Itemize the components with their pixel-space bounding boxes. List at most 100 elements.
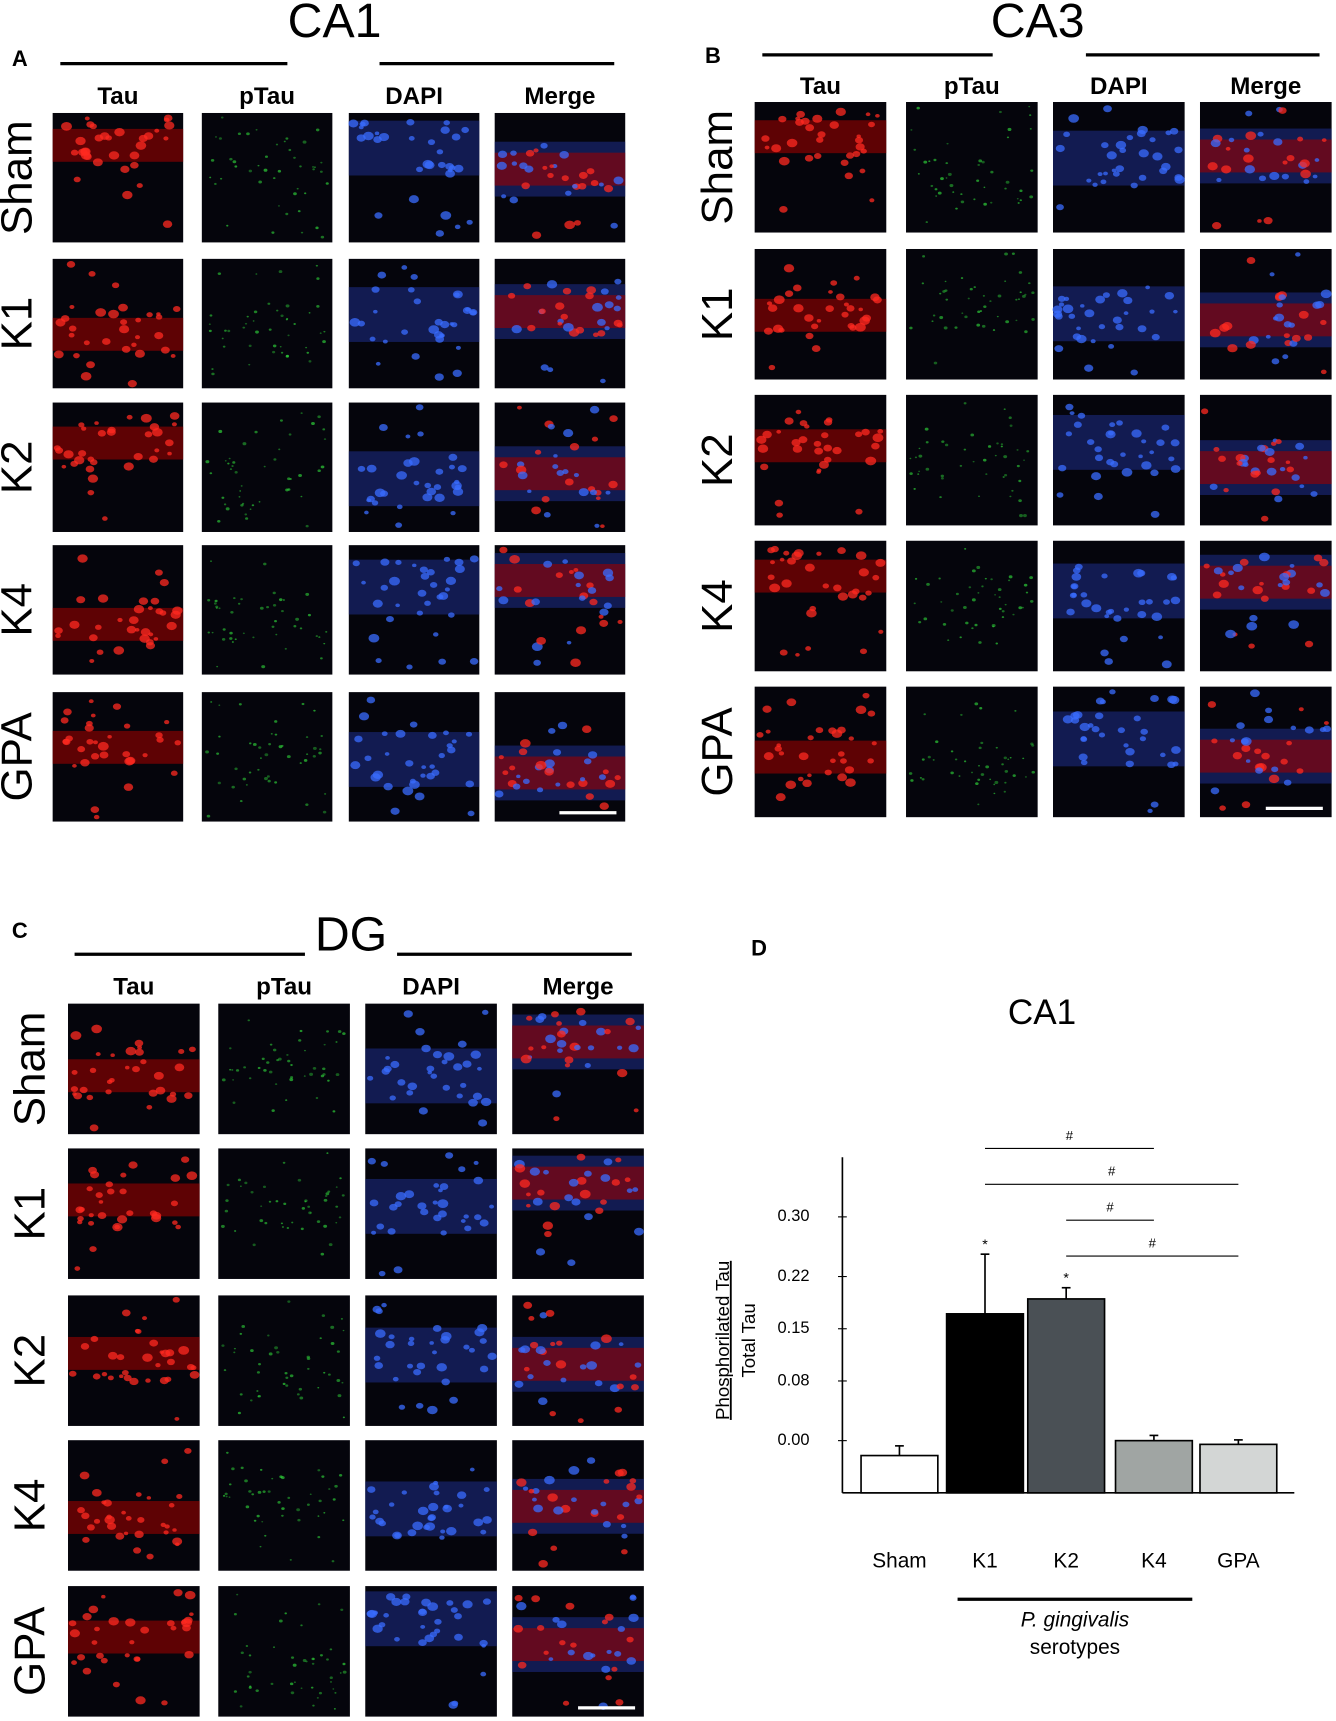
cell-stain bbox=[526, 1192, 531, 1197]
cell-stain bbox=[401, 265, 408, 270]
cell-stain bbox=[1320, 588, 1330, 597]
cell-stain bbox=[1086, 439, 1095, 446]
cell-stain bbox=[1151, 333, 1160, 341]
cell-stain bbox=[615, 295, 622, 300]
cell-stain bbox=[1158, 635, 1163, 640]
cell-stain bbox=[620, 1523, 627, 1529]
cell-stain bbox=[604, 301, 614, 309]
cell-stain bbox=[1229, 738, 1235, 743]
cell-stain bbox=[1021, 606, 1024, 609]
cell-stain bbox=[323, 1198, 328, 1202]
cell-stain bbox=[380, 584, 389, 591]
cell-stain bbox=[371, 286, 380, 293]
cell-stain bbox=[178, 1049, 185, 1054]
micrograph-background bbox=[906, 248, 1038, 380]
cell-stain bbox=[797, 776, 804, 782]
cell-stain bbox=[565, 190, 572, 196]
cell-stain bbox=[566, 781, 575, 788]
error-bar bbox=[895, 1445, 904, 1456]
cell-stain bbox=[523, 283, 532, 290]
cell-stain bbox=[97, 430, 106, 437]
cell-stain bbox=[228, 457, 231, 460]
cell-stain bbox=[1103, 171, 1108, 176]
cell-stain bbox=[221, 638, 226, 641]
cell-stain bbox=[1149, 309, 1155, 314]
cell-stain bbox=[400, 1597, 410, 1606]
cell-stain bbox=[771, 144, 782, 153]
cell-stain bbox=[577, 1418, 584, 1424]
cell-stain bbox=[537, 1013, 547, 1020]
row-label: Sham bbox=[6, 1012, 55, 1127]
cell-stain bbox=[1150, 694, 1159, 702]
cell-stain bbox=[396, 504, 403, 510]
cell-stain bbox=[859, 648, 868, 655]
cell-stain bbox=[976, 323, 981, 327]
cell-stain bbox=[1312, 301, 1322, 309]
cell-stain bbox=[1140, 728, 1148, 735]
cell-stain bbox=[1152, 152, 1163, 161]
cell-stain bbox=[1138, 599, 1146, 606]
cell-stain bbox=[1310, 491, 1318, 497]
cell-stain bbox=[454, 565, 465, 574]
cell-stain bbox=[813, 440, 822, 447]
cell-stain bbox=[332, 1498, 336, 1501]
cell-stain bbox=[947, 639, 950, 641]
cell-stain bbox=[327, 1190, 331, 1193]
cell-stain bbox=[1174, 146, 1183, 154]
cell-stain bbox=[982, 458, 987, 462]
cell-stain bbox=[437, 161, 446, 169]
cell-stain bbox=[1236, 722, 1245, 730]
cell-stain bbox=[597, 318, 606, 326]
cell-stain bbox=[246, 1675, 250, 1678]
cell-stain bbox=[551, 1011, 559, 1018]
cell-stain bbox=[389, 1203, 398, 1211]
cell-stain bbox=[1112, 316, 1122, 324]
cell-stain bbox=[933, 361, 938, 365]
cell-stain bbox=[781, 579, 792, 588]
cell-stain bbox=[1004, 187, 1007, 190]
cell-stain bbox=[287, 1496, 291, 1499]
cell-stain bbox=[432, 1050, 443, 1059]
cell-stain bbox=[1232, 751, 1243, 760]
cell-stain bbox=[336, 1378, 341, 1383]
cell-stain bbox=[407, 1529, 417, 1537]
cell-stain bbox=[590, 180, 599, 187]
cell-stain bbox=[483, 1487, 490, 1492]
cell-stain bbox=[318, 1499, 322, 1503]
cell-stain bbox=[628, 1044, 639, 1053]
cell-stain bbox=[164, 720, 170, 725]
cell-stain bbox=[276, 1350, 280, 1354]
cell-stain bbox=[1283, 333, 1290, 339]
cell-stain bbox=[348, 119, 359, 128]
cell-stain bbox=[584, 1170, 592, 1177]
cell-stain bbox=[277, 1501, 281, 1504]
cell-stain bbox=[614, 1651, 622, 1657]
cell-stain bbox=[564, 478, 574, 486]
cell-stain bbox=[605, 490, 611, 495]
cell-stain bbox=[248, 1670, 252, 1674]
cell-stain bbox=[1121, 468, 1133, 477]
cell-stain bbox=[1104, 614, 1110, 619]
cell-stain bbox=[855, 143, 865, 151]
cell-stain bbox=[407, 287, 415, 293]
cell-stain bbox=[420, 572, 430, 580]
cell-stain bbox=[373, 309, 378, 314]
cell-stain bbox=[214, 136, 217, 138]
micrograph bbox=[348, 692, 480, 822]
cell-stain bbox=[968, 586, 972, 589]
cell-stain bbox=[1246, 257, 1256, 264]
cell-stain bbox=[375, 361, 381, 366]
cell-stain bbox=[1250, 470, 1260, 478]
cell-stain bbox=[811, 323, 819, 330]
cell-stain bbox=[1058, 464, 1067, 472]
cell-stain bbox=[496, 586, 503, 592]
cell-stain bbox=[858, 307, 863, 312]
cell-stain bbox=[1271, 358, 1280, 365]
cell-stain bbox=[165, 1349, 175, 1357]
cell-stain bbox=[560, 313, 568, 320]
cell-stain bbox=[786, 138, 798, 148]
cell-stain bbox=[862, 692, 870, 699]
cell-stain bbox=[319, 748, 322, 751]
cell-stain bbox=[172, 1296, 180, 1303]
